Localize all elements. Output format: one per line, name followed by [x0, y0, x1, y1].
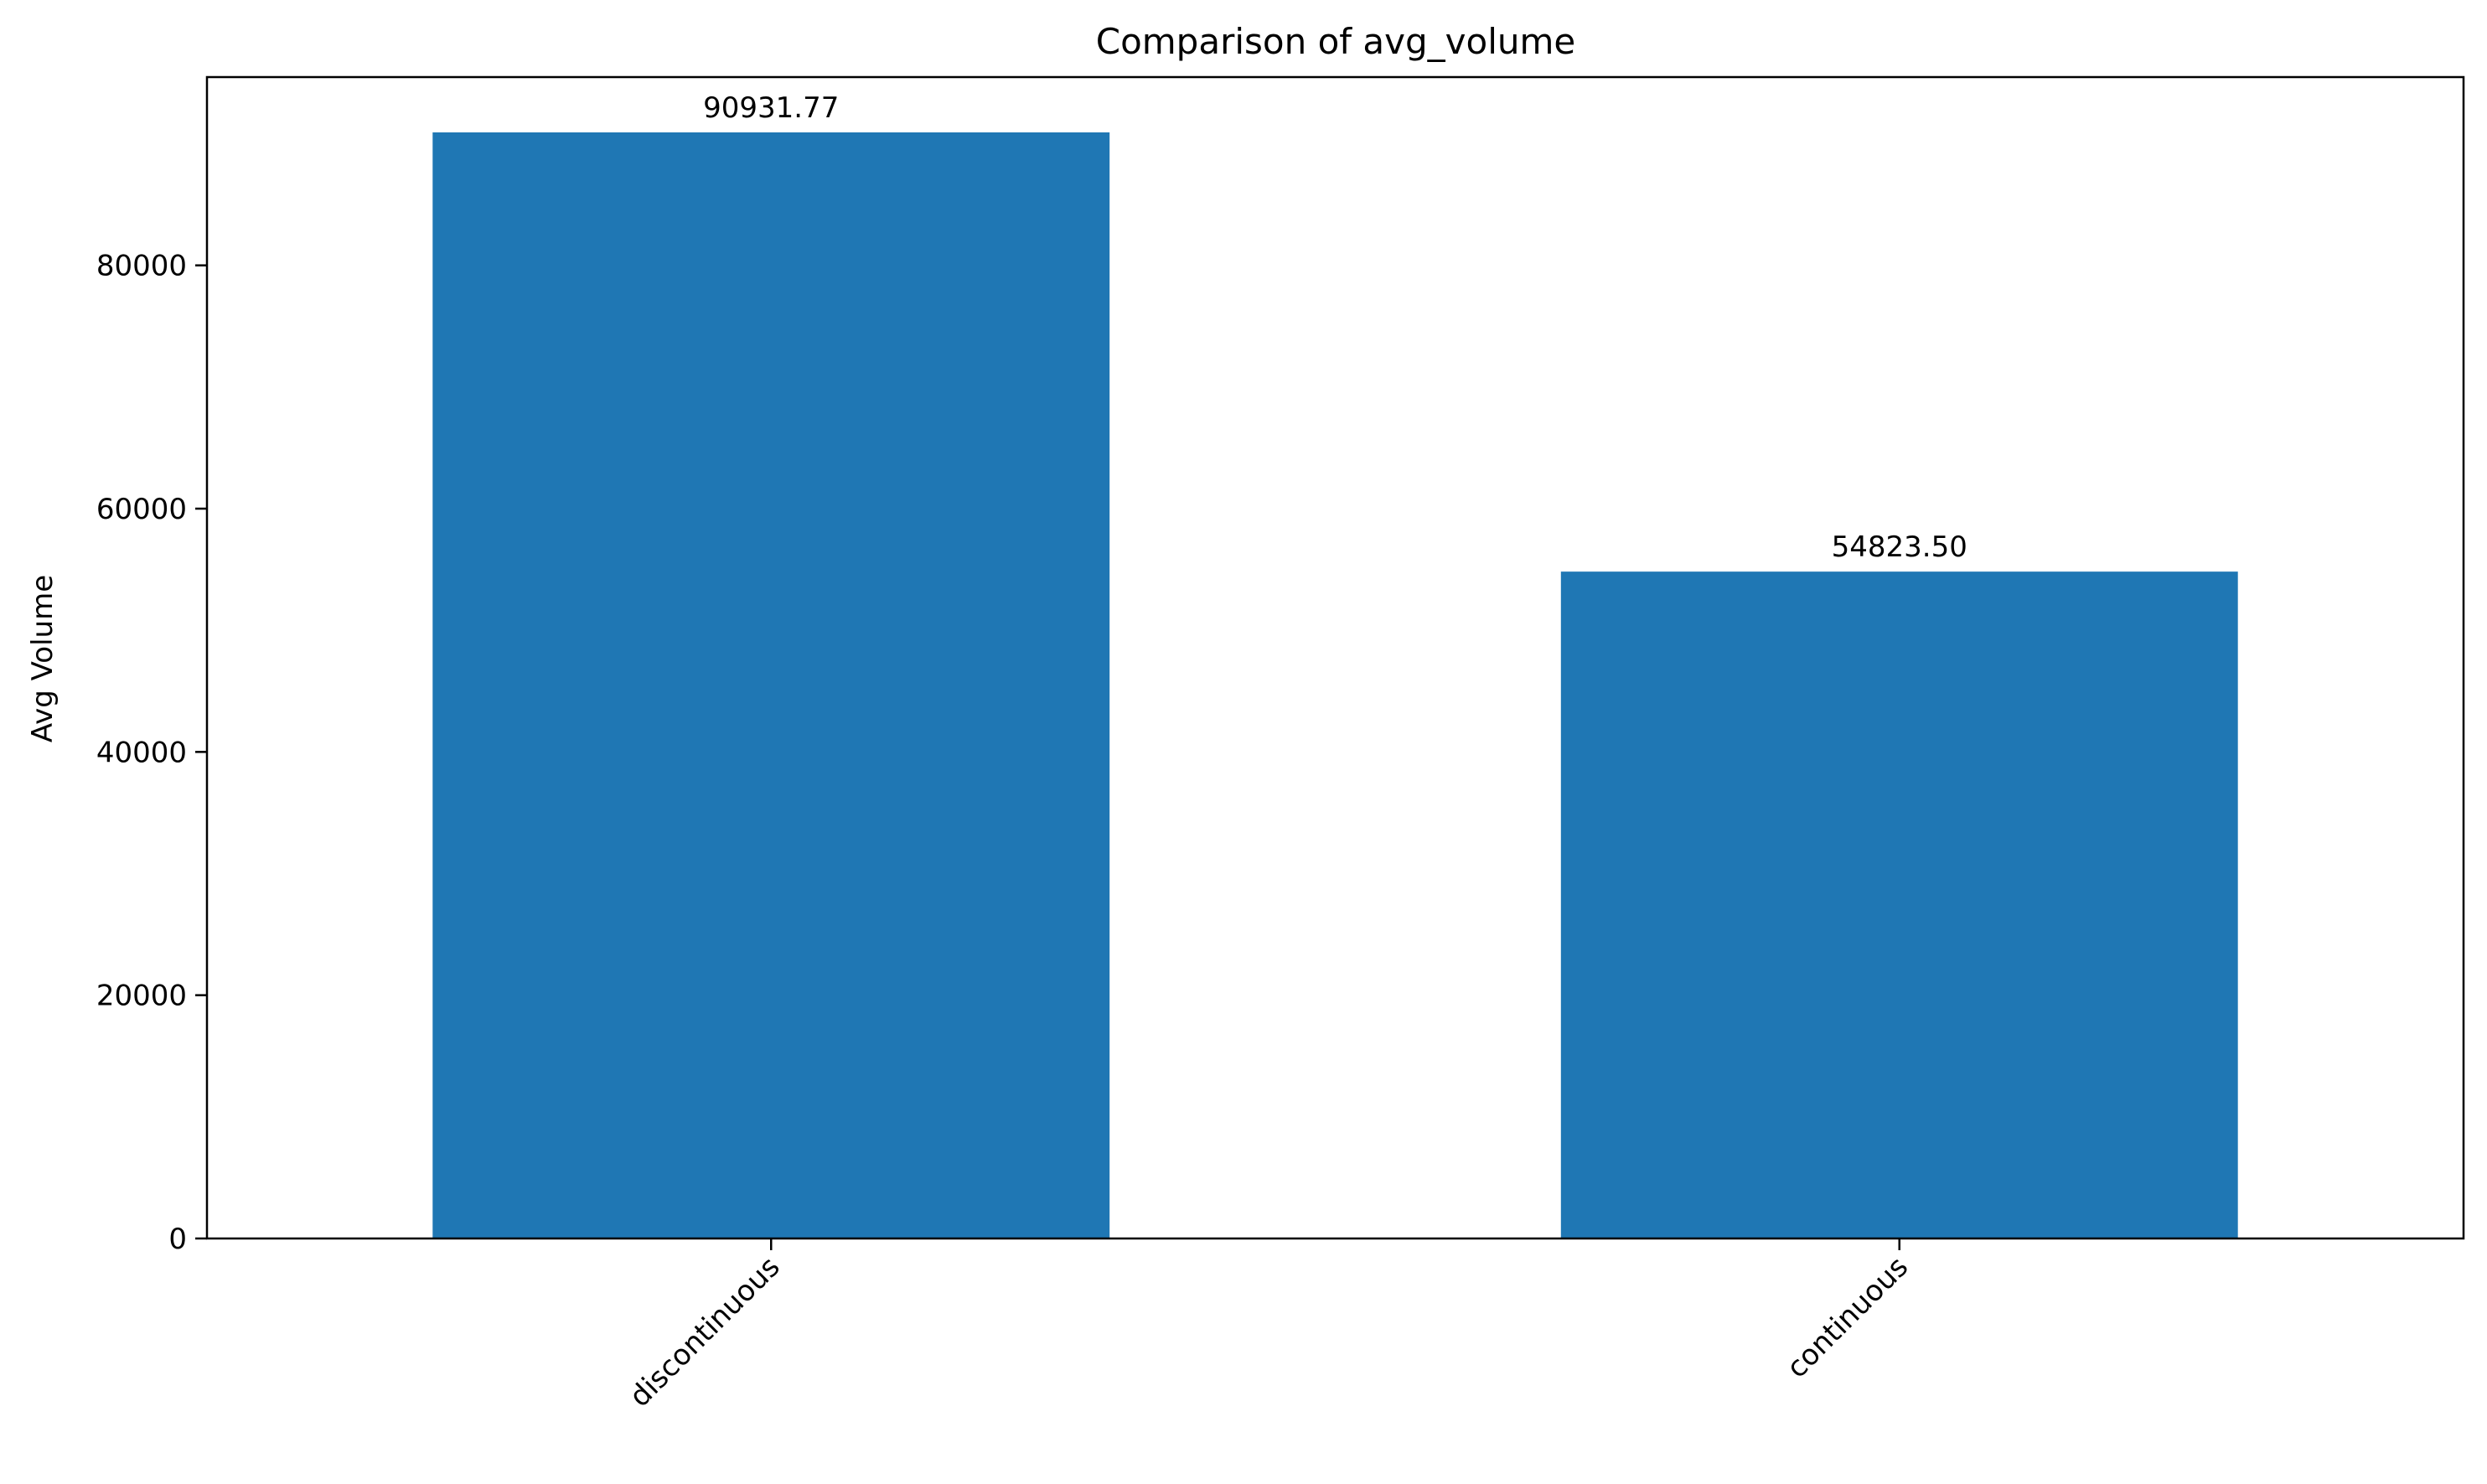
y-tick-label: 20000 [96, 980, 187, 1013]
bar-discontinuous [432, 132, 1110, 1239]
bar-value-label-continuous: 54823.50 [1832, 530, 1967, 564]
bar-continuous [1560, 571, 2238, 1238]
bars [432, 132, 2238, 1239]
plot-frame [205, 75, 2465, 1240]
y-tick-label: 0 [168, 1223, 187, 1256]
bar-value-label-discontinuous: 90931.77 [703, 91, 839, 125]
chart-title: Comparison of avg_volume [1096, 21, 1576, 62]
y-axis: 0 20000 40000 60000 80000 [96, 250, 207, 1256]
y-tick-label: 60000 [96, 493, 187, 526]
y-axis-label: Avg Volume [26, 575, 59, 742]
y-tick-label: 80000 [96, 250, 187, 283]
y-tick-label: 40000 [96, 736, 187, 769]
bar-value-labels: 90931.77 54823.50 [703, 91, 1967, 564]
